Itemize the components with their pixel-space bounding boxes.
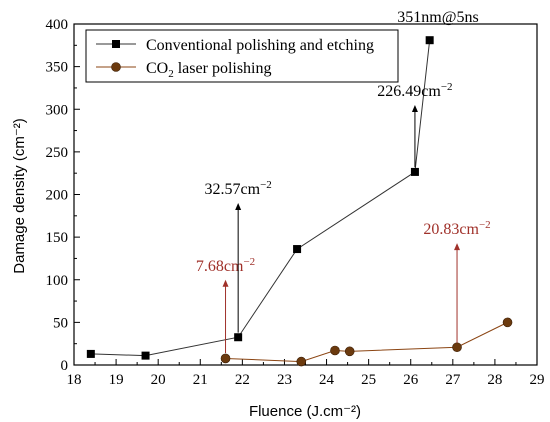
legend-label-co2-main: CO <box>146 60 168 77</box>
y-tick-label: 0 <box>61 358 69 374</box>
series-line-1 <box>225 321 508 363</box>
series-layer <box>86 36 513 367</box>
legend-label-conventional: Conventional polishing and etching <box>146 37 374 54</box>
x-tick-label: 18 <box>67 372 82 388</box>
series-line-0 <box>90 40 431 357</box>
legend-box <box>85 29 399 83</box>
x-tick-label: 21 <box>193 372 208 388</box>
data-point-co2 <box>452 342 462 353</box>
data-point-co2 <box>330 345 340 356</box>
data-point-co2 <box>296 356 307 367</box>
x-tick-label: 29 <box>530 372 545 388</box>
data-point-co2 <box>344 346 355 357</box>
x-axis: 18 19 20 21 22 23 24 25 26 27 28 29 <box>67 359 545 388</box>
data-point-co2 <box>220 353 231 364</box>
annotation-value: 7.68cm <box>196 258 244 275</box>
chart-title: 351nm@5ns <box>397 9 478 26</box>
y-tick-label: 200 <box>46 188 69 204</box>
data-point-conventional <box>86 349 95 358</box>
annotation-exponent: −2 <box>441 81 453 93</box>
data-point-conventional <box>425 36 434 45</box>
annotation-label: 226.49cm−2 <box>377 81 452 100</box>
annotation-value: 32.57cm <box>205 181 261 198</box>
annotation-exponent: −2 <box>260 179 272 191</box>
x-tick-label: 24 <box>319 372 335 388</box>
y-tick-label: 150 <box>46 230 69 246</box>
data-point-conventional <box>141 351 150 360</box>
y-tick-label: 400 <box>46 17 69 33</box>
x-axis-title: Fluence (J.cm⁻²) <box>249 403 361 420</box>
annotation-value: 20.83cm <box>423 221 479 238</box>
y-tick-label: 300 <box>46 102 69 118</box>
annotation-arrowhead <box>411 104 418 112</box>
data-point-conventional <box>293 245 302 254</box>
legend: Conventional polishing and etching CO2 l… <box>85 29 399 83</box>
annotation-label: 32.57cm−2 <box>205 179 272 198</box>
legend-label-co2-rest: laser polishing <box>174 60 272 77</box>
x-tick-label: 26 <box>403 372 419 388</box>
annotation-label: 20.83cm−2 <box>423 219 490 238</box>
x-tick-label: 22 <box>235 372 250 388</box>
annotation-arrowhead <box>454 243 461 251</box>
y-tick-label: 100 <box>46 273 69 289</box>
y-axis: 0 50 100 150 200 250 300 350 400 <box>46 17 80 374</box>
annotation-value: 226.49cm <box>377 83 441 100</box>
legend-marker-co2 <box>111 62 121 72</box>
data-point-co2 <box>502 317 513 328</box>
y-axis-title: Damage density (cm⁻²) <box>11 118 28 273</box>
legend-label-co2-sub: 2 <box>168 68 174 80</box>
x-tick-label: 20 <box>151 372 166 388</box>
annotation-exponent: −2 <box>479 219 491 231</box>
x-tick-label: 19 <box>109 372 124 388</box>
y-tick-label: 350 <box>46 60 69 76</box>
y-tick-label: 50 <box>53 315 68 331</box>
x-tick-label: 23 <box>277 372 292 388</box>
x-tick-label: 25 <box>361 372 376 388</box>
x-tick-label: 27 <box>445 372 461 388</box>
annotation-arrowhead <box>235 203 242 211</box>
x-tick-label: 28 <box>487 372 502 388</box>
legend-label-co2: CO2 laser polishing <box>146 60 272 80</box>
data-point-conventional <box>410 167 419 176</box>
annotation-label: 7.68cm−2 <box>196 256 255 275</box>
annotation-exponent: −2 <box>243 256 255 268</box>
legend-marker-conventional <box>112 40 120 48</box>
y-tick-label: 250 <box>46 145 69 161</box>
data-point-conventional <box>234 333 243 342</box>
annotation-arrowhead <box>222 279 229 287</box>
